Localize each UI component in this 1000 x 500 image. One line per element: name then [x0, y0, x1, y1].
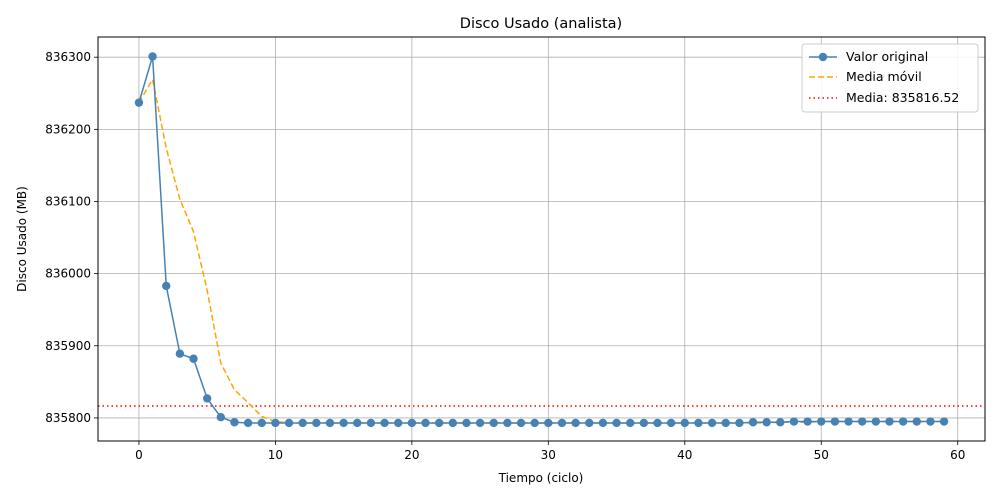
data-point [325, 418, 335, 428]
series-original-values [134, 52, 949, 428]
data-point [666, 418, 676, 428]
data-point [516, 418, 526, 428]
legend: Valor original Media móvil Media: 835816… [801, 43, 979, 113]
data-point [134, 98, 144, 107]
data-point [898, 417, 908, 426]
legend-label-moving: Media móvil [846, 69, 922, 84]
data-point [735, 418, 744, 428]
data-point [912, 417, 921, 426]
data-point [284, 418, 294, 428]
data-point [312, 418, 321, 428]
chart-title: Disco Usado (analista) [460, 16, 622, 32]
data-point [776, 418, 785, 427]
data-point [148, 52, 157, 61]
y-axis: 835800 835900 836000 836100 836200 836300 [45, 50, 98, 425]
data-point [612, 418, 621, 428]
x-tick-label: 50 [814, 448, 829, 462]
data-point [844, 417, 853, 426]
legend-marker-original [818, 52, 828, 62]
data-point [298, 418, 307, 428]
legend-label-original: Valor original [846, 49, 928, 64]
data-point [557, 418, 567, 428]
data-point [339, 418, 348, 428]
data-point [871, 417, 881, 426]
data-point [639, 418, 649, 428]
data-point [653, 418, 662, 428]
x-tick-label: 30 [541, 448, 556, 462]
data-point [830, 417, 840, 426]
data-point [475, 418, 485, 428]
data-point [748, 418, 758, 427]
y-tick-label: 835800 [45, 411, 91, 425]
x-tick-label: 60 [950, 448, 965, 462]
x-tick-label: 20 [404, 448, 419, 462]
data-point [271, 418, 280, 428]
data-point [939, 417, 949, 426]
data-point [462, 418, 471, 428]
data-point [230, 418, 239, 427]
x-axis-label: Tiempo (ciclo) [498, 471, 584, 485]
data-point [926, 417, 935, 426]
data-point [366, 418, 376, 428]
data-point [694, 418, 703, 428]
data-point [789, 417, 799, 426]
data-point [421, 418, 430, 428]
data-point [530, 418, 539, 428]
data-point [353, 418, 362, 428]
x-tick-label: 40 [677, 448, 692, 462]
data-point [243, 418, 253, 428]
data-point [817, 417, 826, 426]
x-tick-label: 0 [135, 448, 143, 462]
data-point [407, 418, 417, 428]
data-point [380, 418, 389, 428]
data-point [257, 418, 266, 428]
data-point [544, 418, 553, 428]
y-tick-label: 836200 [45, 122, 91, 136]
x-tick-label: 10 [268, 448, 283, 462]
data-point [857, 417, 867, 426]
data-point [448, 418, 457, 428]
data-point [202, 394, 212, 403]
data-point [707, 418, 717, 428]
y-tick-label: 836300 [45, 50, 91, 64]
y-tick-label: 836100 [45, 194, 91, 208]
data-point [503, 418, 512, 428]
data-point [721, 418, 730, 428]
y-axis-label: Disco Usado (MB) [15, 186, 29, 292]
data-point [803, 417, 812, 426]
data-point [175, 349, 185, 358]
legend-box [801, 43, 979, 113]
y-tick-label: 836000 [45, 267, 91, 281]
data-point [489, 418, 498, 428]
data-point [626, 418, 635, 428]
legend-label-mean: Media: 835816.52 [846, 90, 959, 105]
data-point [571, 418, 580, 428]
data-point [598, 418, 608, 428]
data-point [680, 418, 689, 428]
x-axis: 0 10 20 30 40 50 60 [135, 441, 965, 462]
moving-average-line [138, 77, 945, 424]
data-point [585, 418, 594, 428]
series-moving-average [138, 77, 945, 424]
data-point [189, 354, 198, 363]
data-point [762, 418, 771, 427]
data-point [885, 417, 894, 426]
data-point [434, 418, 444, 428]
data-point [216, 412, 226, 422]
data-point [162, 281, 171, 291]
y-tick-label: 835900 [45, 339, 91, 353]
plot-area-frame [97, 36, 986, 442]
data-point [394, 418, 403, 428]
